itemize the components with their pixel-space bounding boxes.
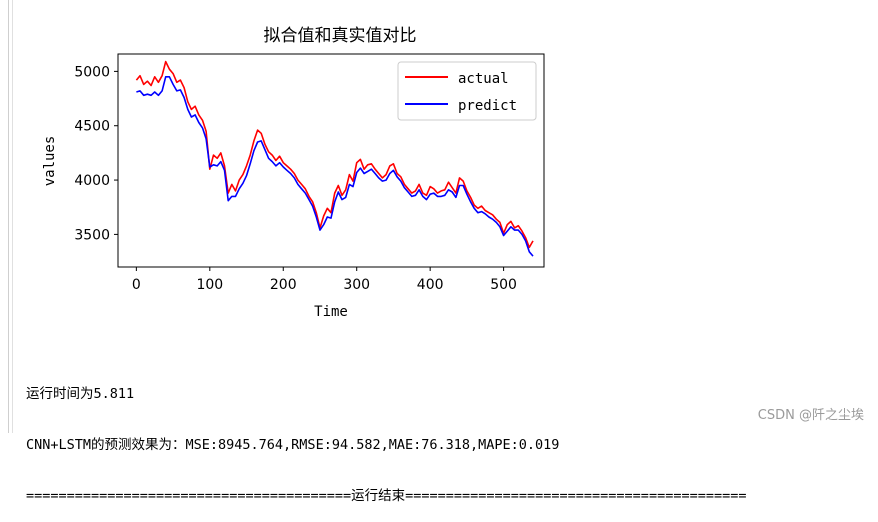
y-tick-label: 4500 bbox=[74, 119, 110, 135]
notebook-cell-border bbox=[0, 0, 9, 433]
series-line-predict bbox=[136, 76, 534, 257]
end-separator-line: ========================================… bbox=[26, 488, 747, 504]
series-line-actual bbox=[135, 60, 534, 249]
y-tick-label: 3500 bbox=[74, 227, 110, 243]
runtime-line: 运行时间为5.811 bbox=[26, 386, 135, 402]
legend-label-actual: actual bbox=[458, 71, 509, 87]
tick-layer: 0 100 200 300 400 500 3500 4000 4500 5000 bbox=[74, 64, 517, 293]
x-tick-label: 200 bbox=[270, 277, 297, 293]
chart-title: 拟合值和真实值对比 bbox=[264, 26, 417, 46]
plot-frame bbox=[117, 53, 545, 268]
console-output: 运行时间为5.811 CNN+LSTM的预测效果为：MSE:8945.764,R… bbox=[26, 352, 878, 522]
series-layer bbox=[135, 60, 534, 257]
notebook-gutter-line bbox=[12, 0, 13, 433]
x-tick-label: 300 bbox=[343, 277, 370, 293]
x-tick-label: 500 bbox=[490, 277, 517, 293]
y-tick-label: 4000 bbox=[74, 173, 110, 189]
x-tick-label: 0 bbox=[132, 277, 141, 293]
y-tick-label: 5000 bbox=[74, 64, 110, 80]
line-chart: 拟合值和真实值对比 0 100 200 300 400 500 3500 4000 4500 50… bbox=[42, 26, 545, 320]
x-axis-label: Time bbox=[314, 304, 348, 320]
x-tick-label: 100 bbox=[196, 277, 223, 293]
legend: actual predict bbox=[397, 61, 537, 121]
x-tick-label: 400 bbox=[417, 277, 444, 293]
csdn-watermark: CSDN @阡之尘埃 bbox=[757, 404, 864, 423]
metrics-line: CNN+LSTM的预测效果为：MSE:8945.764,RMSE:94.582,… bbox=[26, 437, 560, 453]
y-axis-label: values bbox=[42, 136, 58, 187]
legend-label-predict: predict bbox=[458, 98, 517, 114]
